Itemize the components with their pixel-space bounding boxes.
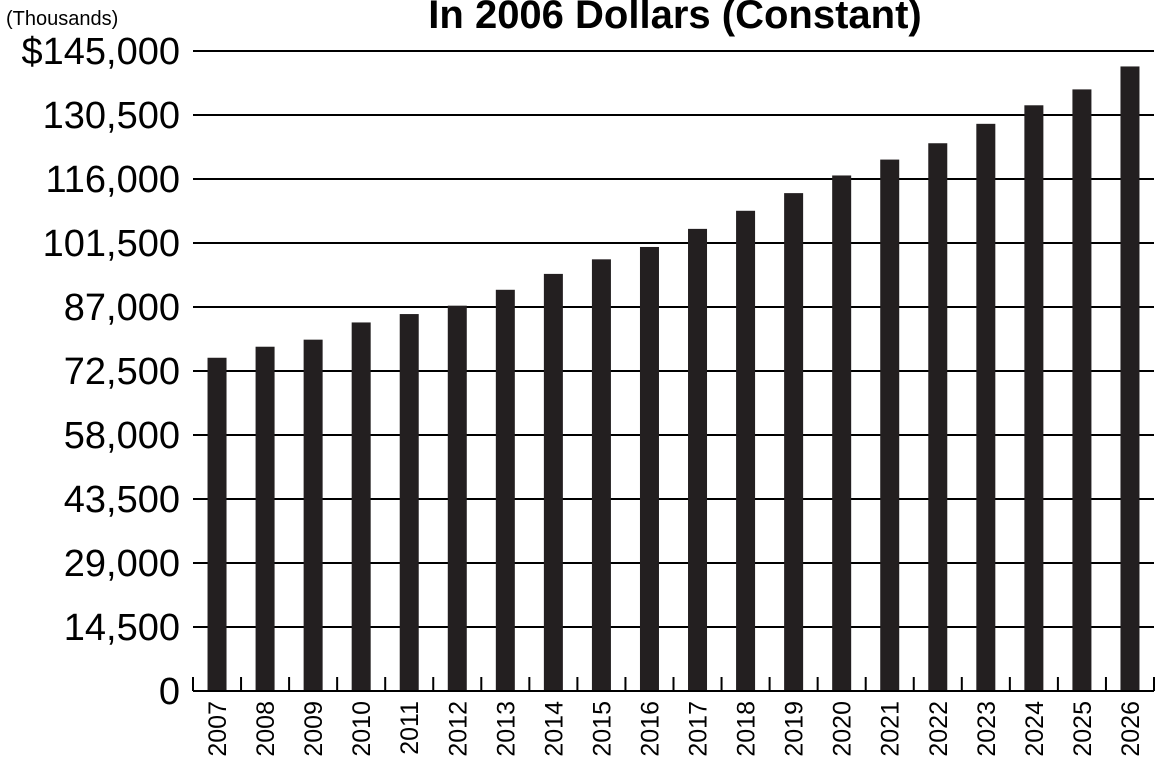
y-tick-label: 0 [159,671,180,713]
bar-2016 [639,246,659,691]
y-tick-label: 87,000 [64,287,180,329]
bar-2022 [928,143,948,691]
bar-2020 [832,175,852,691]
x-tick-label: 2016 [636,701,664,757]
y-tick-label: 130,500 [43,95,180,137]
bar-2017 [688,228,708,691]
x-tick-label: 2020 [829,701,857,757]
y-tick-label: 72,500 [64,351,180,393]
bar-2024 [1024,105,1044,691]
y-tick-label: 14,500 [64,607,180,649]
bar-2026 [1120,66,1140,692]
bar-2018 [736,210,756,692]
bar-2010 [351,322,371,691]
y-tick-label: 116,000 [45,159,180,201]
y-tick-label: 29,000 [64,543,180,585]
chart-title: In 2006 Dollars (Constant) [428,0,921,37]
x-axis-tick-labels: 2007 2008 2009 2010 2011 2012 2013 2014 2015 2016… [204,701,1145,757]
y-axis-tick-labels: 0 14,500 29,000 43,500 58,000 72,500 87,000 101… [22,31,181,713]
x-tick-label: 2019 [781,701,809,757]
units-label: (Thousands) [6,8,118,30]
x-tick-label: 2018 [733,701,761,757]
x-tick-label: 2024 [1021,701,1049,757]
x-tick-label: 2014 [540,701,568,757]
x-tick-label: 2023 [973,701,1001,757]
bar-2021 [880,159,900,691]
x-axis [192,677,1155,692]
x-tick-label: 2008 [252,701,280,757]
x-tick-label: 2015 [588,701,616,757]
grid-lines [193,50,1154,628]
bar-2025 [1072,89,1092,691]
y-tick-label: 43,500 [64,479,180,521]
bar-2008 [255,346,275,691]
x-tick-label: 2007 [204,701,232,757]
x-tick-label: 2012 [444,701,472,757]
y-tick-label: 58,000 [64,415,180,457]
x-tick-label: 2025 [1069,701,1097,757]
bar-2013 [495,289,515,691]
bar-2019 [784,193,804,691]
x-tick-label: 2017 [685,701,713,757]
x-tick-label: 2022 [925,701,953,757]
y-tick-label: $145,000 [22,31,181,73]
x-tick-label: 2021 [877,701,905,757]
x-tick-label: 2009 [300,701,328,757]
x-tick-label: 2013 [492,701,520,757]
bar-2011 [399,314,419,691]
bar-2012 [447,305,467,691]
bars [207,66,1140,692]
bar-2015 [591,259,611,691]
x-tick-label: 2011 [396,701,424,755]
x-tick-label: 2010 [348,701,376,757]
bar-2007 [207,357,227,691]
bar-2023 [976,123,996,692]
bar-2014 [543,273,563,691]
bar-2009 [303,339,323,691]
y-tick-label: 101,500 [43,223,180,265]
x-tick-label: 2026 [1117,701,1145,757]
